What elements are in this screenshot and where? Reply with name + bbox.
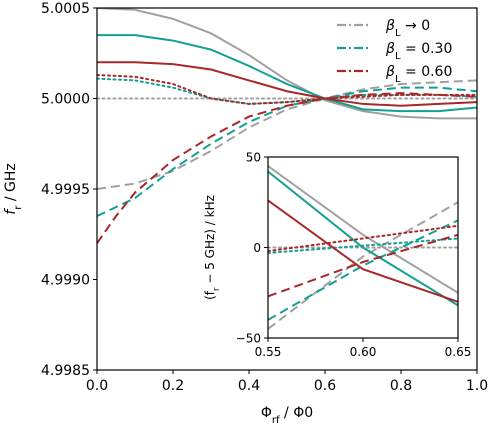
x-tick-label: 0.55 <box>255 345 282 359</box>
x-tick-label: 0.0 <box>86 378 108 394</box>
legend-label-part: → 0 <box>401 18 431 34</box>
series-line <box>268 237 458 254</box>
y-tick-label: 4.9985 <box>41 363 90 379</box>
y-tick-label: 4.9990 <box>41 273 90 289</box>
legend-label-part: β <box>385 64 395 80</box>
x-axis-label-part: 0 <box>304 405 313 421</box>
inset-y-axis-label-part: r <box>212 287 222 291</box>
y-tick-label: 4.9995 <box>41 182 90 198</box>
y-axis-label-part: r <box>13 205 24 210</box>
legend-label: βL = 0.60 <box>385 64 452 85</box>
main-series-group <box>97 8 477 244</box>
legend-item: βL = 0.60 <box>337 64 452 85</box>
series-line <box>268 224 458 253</box>
x-tick-label: 0.65 <box>445 345 472 359</box>
y-axis-label-part: / GHz <box>3 163 19 205</box>
main-plot: 0.0 0.2 0.4 0.6 0.8 1.0 4.9985 4.9990 4.9995 5.00… <box>41 1 488 394</box>
x-tick-label: 0.4 <box>238 378 260 394</box>
x-tick-label: 0.60 <box>350 345 377 359</box>
x-tick-label: 0.6 <box>314 378 336 394</box>
legend-item: βL = 0.30 <box>337 41 452 62</box>
x-tick-label: 0.8 <box>390 378 412 394</box>
y-tick-label: 50 <box>246 150 261 164</box>
legend-label-part: = 0.30 <box>401 41 453 57</box>
x-axis-label-part: Φ <box>261 405 272 421</box>
inset-plot: 0.55 0.60 0.65 −50 0 50 <box>236 150 472 359</box>
series-line <box>268 233 458 298</box>
legend-label-part: L <box>395 51 401 62</box>
x-axis-label-part: rf <box>272 415 280 426</box>
series-line <box>268 170 458 307</box>
x-axis-label: Φrf / Φ0 <box>261 405 313 425</box>
legend-label: βL = 0.30 <box>385 41 452 62</box>
series-line <box>268 165 458 294</box>
y-tick-label: 0 <box>253 241 261 255</box>
y-axis-label-part: f <box>3 208 19 215</box>
x-tick-label: 1.0 <box>466 378 488 394</box>
inset-y-axis-label: (fr − 5 GHz) / kHz <box>203 195 222 300</box>
legend-item: βL → 0 <box>337 18 430 39</box>
inset-y-axis-label-part: (f <box>203 290 217 300</box>
x-axis-label-part: / Φ <box>280 405 305 421</box>
series-line <box>97 73 477 105</box>
series-line <box>97 61 477 107</box>
inset-series-group <box>268 165 458 330</box>
y-tick-label: 5.0005 <box>41 1 90 17</box>
series-line <box>268 199 458 303</box>
legend-label: βL → 0 <box>385 18 430 39</box>
legend-label-part: β <box>385 41 395 57</box>
legend-label-part: L <box>395 74 401 85</box>
legend-label-part: L <box>395 28 401 39</box>
series-line <box>97 8 477 120</box>
series-line <box>268 201 458 330</box>
series-line <box>97 79 477 190</box>
y-axis-label: fr / GHz <box>3 163 24 214</box>
y-tick-label: 5.0000 <box>41 92 90 108</box>
series-line <box>97 34 477 113</box>
legend-label-part: = 0.60 <box>401 64 453 80</box>
series-line <box>268 219 458 321</box>
x-tick-label: 0.2 <box>162 378 184 394</box>
inset-y-axis-label-part: − 5 GHz) / kHz <box>203 195 217 287</box>
legend-label-part: β <box>385 18 395 34</box>
series-line <box>97 92 477 244</box>
series-line <box>97 86 477 218</box>
y-tick-label: −50 <box>236 331 261 345</box>
